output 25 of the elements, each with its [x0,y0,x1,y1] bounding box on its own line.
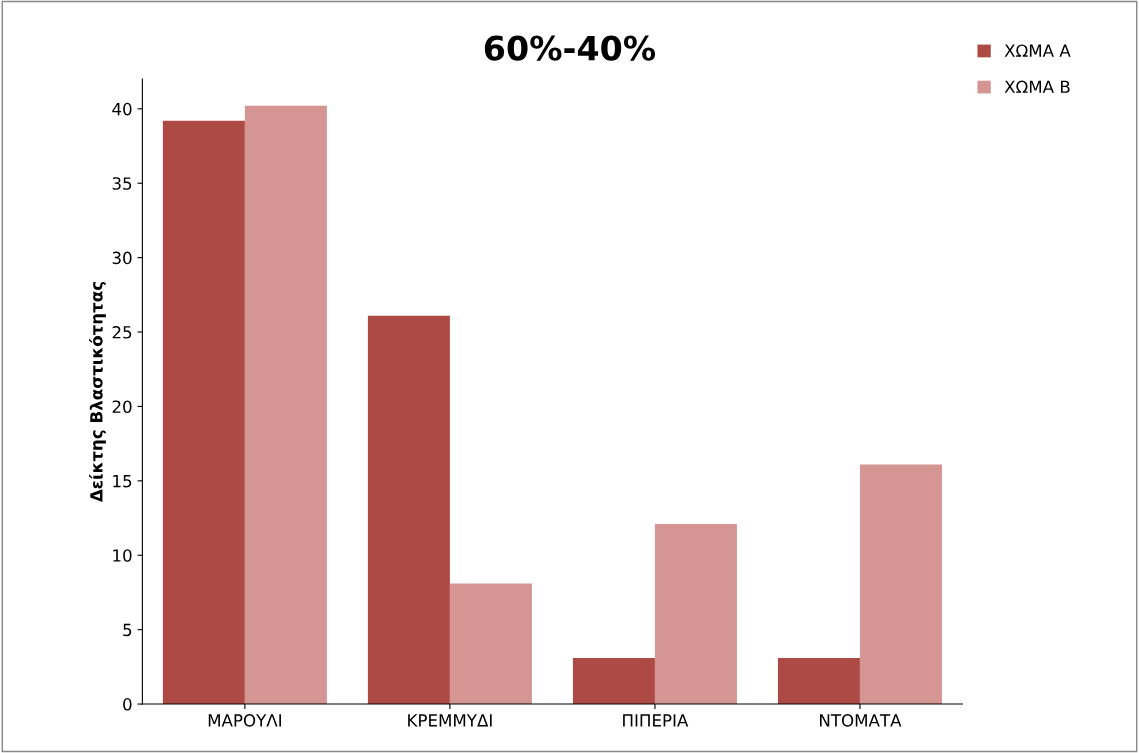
x-tick-label: ΚΡΕΜΜΥΔΙ [408,714,492,727]
bar [449,583,532,705]
x-tick-label: ΜΑΡΟΥΛΙ [208,714,281,727]
y-tick-label: 10 [113,549,132,562]
y-tick-label: 5 [123,623,132,637]
chart-title: 60%-40% [484,35,656,61]
legend-label: ΧΩΜΑ Α [1004,44,1071,57]
y-tick-label: 0 [123,698,132,711]
bar [654,524,737,705]
legend-label: ΧΩΜΑ Β [1004,80,1070,93]
y-tick-label: 25 [112,326,132,339]
y-tick-label: 30 [112,251,132,265]
bar [162,120,245,705]
y-tick-label: 15 [113,475,132,488]
bar [777,657,860,705]
x-tick-label: ΝΤΟΜΑΤΑ [820,714,902,727]
y-tick-label: 35 [112,177,132,190]
x-tick-label: ΠΙΠΕΡΙΑ [623,714,689,727]
y-axis-title: Δείκτης Βλαστικότητας [89,282,106,503]
bar [572,657,655,705]
bar [367,315,450,705]
bar [859,464,942,705]
y-tick-label: 20 [112,400,132,414]
y-tick-label: 40 [112,102,132,116]
bar [244,105,327,705]
